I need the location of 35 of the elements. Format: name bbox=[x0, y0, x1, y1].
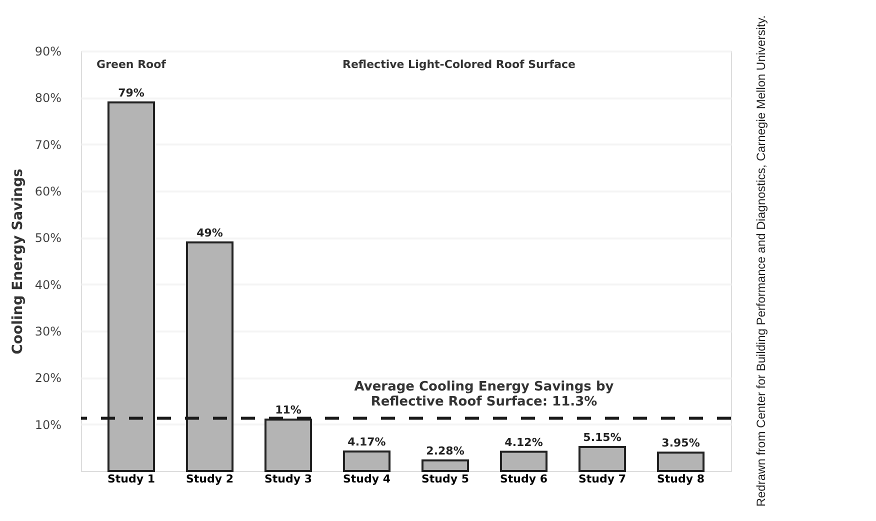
y-tick-label: 50% bbox=[34, 231, 62, 246]
x-tick-label: Study 4 bbox=[342, 472, 391, 486]
y-tick-label: 60% bbox=[34, 184, 62, 198]
x-tick-label: Study 6 bbox=[500, 472, 548, 486]
bar bbox=[578, 446, 626, 472]
x-tick-label: Study 5 bbox=[421, 472, 470, 486]
data-label: 5.15% bbox=[583, 430, 622, 444]
y-tick-label: 70% bbox=[34, 138, 62, 152]
y-axis-title: Cooling Energy Savings bbox=[10, 168, 26, 354]
data-label: 79% bbox=[118, 86, 144, 100]
data-label: 2.28% bbox=[426, 444, 464, 458]
y-tick-label: 30% bbox=[34, 324, 62, 338]
annotation: Reflective Light-Colored Roof Surface bbox=[342, 58, 576, 71]
data-label: 3.95% bbox=[662, 436, 700, 450]
data-label: 11% bbox=[275, 404, 302, 417]
y-tick-label: 80% bbox=[34, 91, 62, 106]
x-tick-label: Study 2 bbox=[186, 472, 234, 486]
x-tick-label: Study 7 bbox=[578, 472, 626, 486]
data-label: 4.17% bbox=[348, 436, 386, 449]
x-tick-label: Study 3 bbox=[264, 472, 312, 486]
bar bbox=[656, 452, 705, 472]
x-tick-label: Study 8 bbox=[656, 472, 705, 486]
y-tick-label: 40% bbox=[34, 278, 62, 292]
bar bbox=[421, 459, 470, 472]
bar bbox=[342, 450, 391, 472]
annotation: Green Roof bbox=[96, 58, 166, 71]
y-tick-label: 90% bbox=[34, 44, 62, 58]
ref-line-label: Average Cooling Energy Savings by Reflective Roof Surface: 11.3% bbox=[354, 379, 614, 410]
text: Redrawn from Center for Building Performance and Diagnostics, Carnegie Mellon University. bbox=[754, 15, 768, 507]
x-tick-label: Study 1 bbox=[107, 472, 156, 486]
data-label: 49% bbox=[196, 226, 223, 240]
y-tick-label: 10% bbox=[34, 418, 62, 432]
y-tick-label: 20% bbox=[34, 371, 62, 386]
data-label: 4.12% bbox=[504, 436, 543, 449]
bar bbox=[500, 450, 548, 472]
